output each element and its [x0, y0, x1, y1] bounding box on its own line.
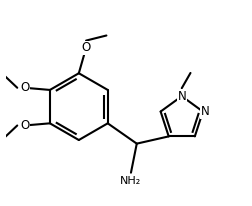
Text: O: O — [81, 41, 91, 54]
Text: NH₂: NH₂ — [120, 176, 142, 186]
Text: O: O — [20, 81, 29, 94]
Text: N: N — [201, 105, 209, 118]
Text: O: O — [20, 119, 29, 132]
Text: N: N — [177, 90, 186, 103]
